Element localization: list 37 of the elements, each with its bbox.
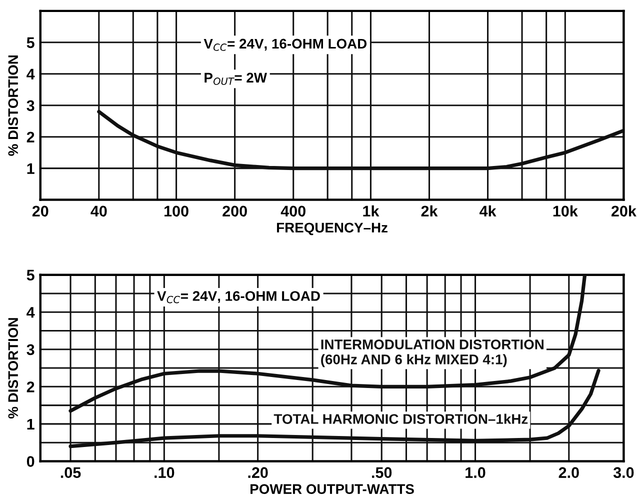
y-axis-title: % DISTORTION [8, 55, 18, 156]
x-tick-label: 20k [611, 205, 636, 217]
series-label: INTERMODULATION DISTORTION (60Hz AND 6 kHz MIXED 4:1) [321, 340, 544, 368]
x-tick-label: 40 [90, 206, 107, 217]
x-tick-label: 100 [164, 206, 188, 217]
y-tick-label: 4 [26, 307, 35, 318]
x-tick-label: 4k [480, 205, 496, 216]
x-tick-label: 10k [553, 205, 578, 217]
y-tick-label: 4 [26, 68, 35, 80]
y-tick-label: 1 [27, 163, 34, 174]
x-tick-label: 1.0 [466, 467, 486, 478]
y-axis-title: % DISTORTION [8, 318, 18, 418]
y-tick-label: 2 [26, 382, 34, 392]
series-label: TOTAL HARMONIC DISTORTION–1kHz [274, 414, 528, 424]
y-tick-label: 2 [26, 132, 34, 142]
x-tick-label: 200 [222, 206, 247, 217]
x-tick-label: 400 [280, 206, 306, 217]
y-tick-label: 5 [26, 270, 34, 281]
x-axis-title: FREQUENCY–Hz [277, 222, 388, 236]
y-tick-label: 5 [26, 37, 34, 48]
x-tick-label: 2k [421, 205, 438, 216]
x-tick-label: 1k [363, 205, 380, 216]
x-tick-label: .50 [372, 467, 392, 478]
x-tick-label: 3.0 [613, 467, 634, 478]
y-tick-label: 0 [26, 456, 34, 467]
x-tick-label: 20 [32, 206, 48, 217]
x-tick-label: .20 [248, 467, 268, 478]
x-tick-label: .05 [60, 467, 81, 478]
y-tick-label: 3 [26, 100, 34, 112]
x-tick-label: 2.0 [558, 467, 579, 478]
y-tick-label: 1 [27, 418, 34, 430]
annotation: P$_{OUT}$= 2W [204, 72, 267, 85]
annotation: V$_{CC}$= 24V, 16-OHM LOAD [157, 291, 320, 304]
y-tick-label: 3 [26, 344, 34, 356]
x-axis-title: POWER OUTPUT-WATTS [250, 484, 414, 494]
annotation: V$_{CC}$= 24V, 16-OHM LOAD [204, 38, 367, 51]
x-tick-label: .10 [154, 467, 174, 478]
